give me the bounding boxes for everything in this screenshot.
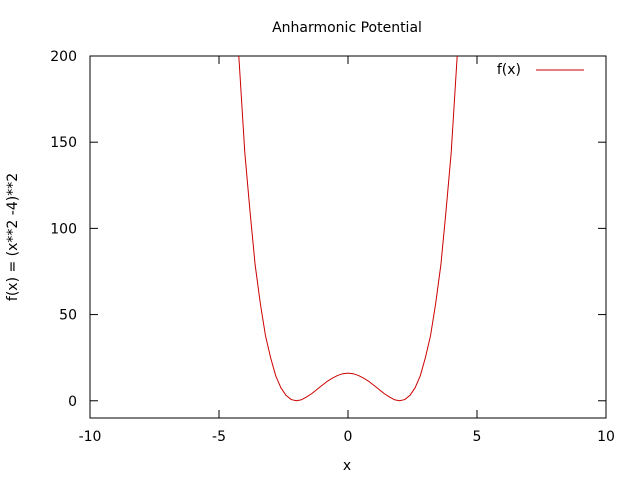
x-axis-title: x [343, 458, 351, 474]
x-tick-label: 5 [473, 429, 482, 445]
y-tick-label: 200 [50, 49, 77, 65]
x-tick-label: -10 [79, 429, 102, 445]
x-axis: -10 -5 0 5 10 [79, 56, 615, 445]
y-axis: 0 50 100 150 200 [50, 49, 606, 410]
y-tick-label: 100 [50, 221, 77, 237]
y-axis-title: f(x) = (x**2 -4)**2 [5, 173, 21, 301]
chart-title: Anharmonic Potential [272, 20, 422, 36]
x-tick-label: 10 [597, 429, 615, 445]
x-tick-label: 0 [344, 429, 353, 445]
y-tick-label: 50 [59, 308, 77, 324]
series-line [238, 56, 458, 402]
x-tick-label: -5 [212, 429, 226, 445]
series-layer [238, 56, 458, 402]
y-tick-label: 150 [50, 135, 77, 151]
legend-label: f(x) [497, 62, 521, 78]
legend: f(x) [497, 62, 584, 78]
plot-frame [89, 55, 607, 419]
y-tick-label: 0 [68, 394, 77, 410]
